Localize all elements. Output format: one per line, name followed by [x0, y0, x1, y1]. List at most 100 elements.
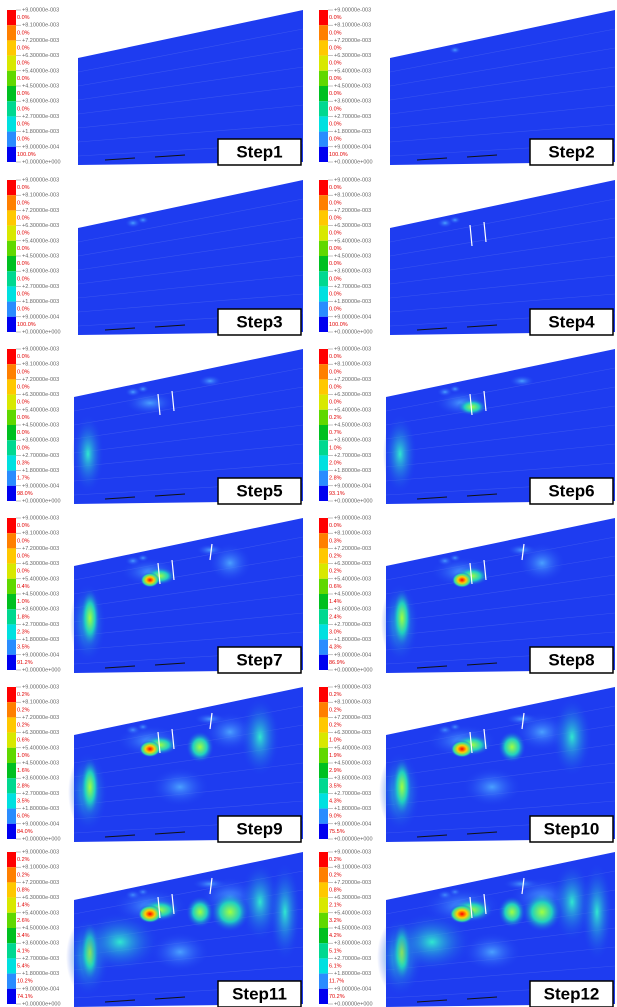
result-panel: +9.00000e-003 +8.10000e-003 +7.20000e-003 +… [7, 7, 304, 166]
legend-band [319, 40, 328, 56]
legend-label: +5.40000e-003 [22, 238, 59, 244]
legend-band [319, 25, 328, 41]
band-percentage: 0.0% [17, 291, 30, 297]
legend-label: +6.30000e-003 [334, 392, 371, 398]
band-percentage: 4.3% [329, 798, 342, 804]
mesh-line [389, 198, 616, 243]
legend-label: +8.10000e-003 [334, 865, 371, 871]
legend-band [7, 409, 16, 425]
legend-label: +0.00000e+000 [334, 329, 373, 335]
mesh-line [385, 536, 616, 581]
legend-label: +1.80000e-003 [22, 468, 59, 474]
band-percentage: 3.2% [329, 918, 342, 924]
mesh-line [73, 443, 304, 468]
legend-label: +0.00000e+000 [22, 1001, 61, 1007]
legend-band [7, 548, 16, 564]
step-label-box [529, 815, 614, 843]
legend-band [7, 943, 16, 959]
legend-label: +6.30000e-003 [334, 730, 371, 736]
mesh-line [385, 593, 616, 623]
legend-label: +9.00000e-004 [22, 483, 59, 489]
legend-label: +7.20000e-003 [22, 208, 59, 214]
crack-line [209, 877, 213, 895]
mesh-line [73, 367, 304, 412]
band-percentage: 0.2% [329, 569, 342, 575]
legend-label: +9.00000e-004 [22, 314, 59, 320]
band-percentage: 0.2% [329, 857, 342, 863]
legend-band [7, 867, 16, 883]
band-percentage: 3.5% [17, 645, 30, 651]
mesh-line [73, 536, 304, 581]
contour-plot [66, 852, 304, 1007]
band-percentage: 0.0% [17, 76, 30, 82]
legend-label: +9.00000e-003 [334, 346, 371, 352]
band-percentage: 0.0% [329, 291, 342, 297]
legend-label: +7.20000e-003 [334, 715, 371, 721]
band-percentage: 0.2% [17, 707, 30, 713]
legend-label: +7.20000e-003 [334, 880, 371, 886]
band-percentage: 2.9% [329, 768, 342, 774]
legend-label: +2.70000e-003 [22, 453, 59, 459]
legend-label: +7.20000e-003 [334, 38, 371, 44]
contour-plot [72, 349, 304, 504]
legend-band [7, 470, 16, 486]
band-percentage: 98.0% [17, 491, 33, 497]
contour-blob [451, 572, 473, 588]
band-percentage: 3.4% [17, 933, 30, 939]
support-line [104, 327, 136, 331]
legend-label: +1.80000e-003 [334, 468, 371, 474]
legend-band [7, 912, 16, 928]
legend-label: +2.70000e-003 [334, 453, 371, 459]
support-line [466, 996, 498, 1000]
legend-label: +5.40000e-003 [334, 910, 371, 916]
crack-line [469, 896, 473, 919]
legend-label: +8.10000e-003 [334, 193, 371, 199]
legend-band [319, 394, 328, 410]
legend-label: +9.00000e-003 [334, 515, 371, 521]
legend-label: +5.40000e-003 [334, 576, 371, 582]
band-percentage: 0.0% [329, 307, 342, 313]
band-percentage: 3.5% [17, 798, 30, 804]
legend-band [7, 823, 16, 839]
contour-blob [140, 572, 160, 588]
band-percentage: 0.0% [329, 200, 342, 206]
legend-band [319, 240, 328, 256]
model-mesh [78, 10, 303, 165]
result-panel: +9.00000e-003 +8.10000e-003 +7.20000e-003 +… [319, 177, 616, 336]
band-percentage: 0.0% [17, 185, 30, 191]
legend-band [7, 440, 16, 456]
legend-label: +6.30000e-003 [22, 730, 59, 736]
mesh-line [385, 612, 616, 637]
mesh-line [389, 47, 616, 87]
support-line [466, 154, 498, 158]
result-panel: +9.00000e-003 +8.10000e-003 +7.20000e-003 +… [319, 684, 616, 843]
legend-band [319, 702, 328, 718]
band-percentage: 0.0% [17, 45, 30, 51]
band-percentage: 0.0% [17, 246, 30, 252]
legend-band [319, 867, 328, 883]
legend-label: +2.70000e-003 [334, 114, 371, 120]
legend-label: +1.80000e-003 [22, 637, 59, 643]
band-percentage: 2.8% [17, 783, 30, 789]
legend-label: +0.00000e+000 [22, 836, 61, 842]
contour-plot [77, 180, 304, 335]
contour-blob [198, 375, 222, 387]
contour-blob [581, 862, 613, 962]
band-percentage: 1.0% [17, 753, 30, 759]
legend-band [319, 988, 328, 1004]
legend-label: +9.00000e-003 [22, 346, 59, 352]
legend-label: +4.50000e-003 [334, 253, 371, 259]
legend-band [7, 808, 16, 824]
band-percentage: 0.0% [17, 354, 30, 360]
legend-band [319, 131, 328, 147]
band-percentage: 100.0% [329, 322, 348, 328]
legend-label: +8.10000e-003 [22, 531, 59, 537]
band-percentage: 0.6% [17, 738, 30, 744]
support-line [466, 324, 498, 328]
band-percentage: 0.0% [17, 137, 30, 143]
legend-band [7, 624, 16, 640]
step-label: Step7 [236, 650, 282, 669]
mesh-line [385, 405, 616, 440]
band-percentage: 0.0% [17, 121, 30, 127]
legend-band [7, 286, 16, 302]
